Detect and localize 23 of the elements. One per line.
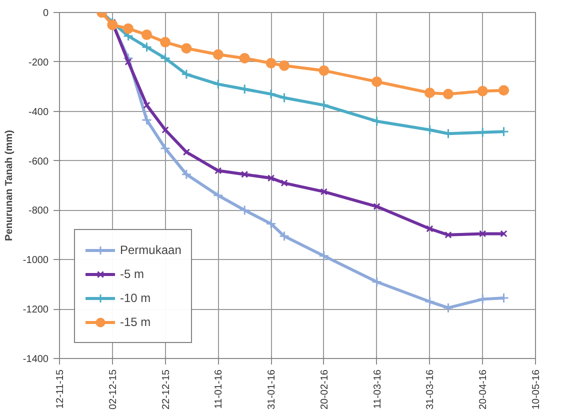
y-tick-label: -1000 xyxy=(22,255,49,266)
x-tick-label: 11-01-16 xyxy=(214,369,225,409)
y-tick-label: -200 xyxy=(28,57,49,68)
x-tick-label: 31-03-16 xyxy=(425,369,436,410)
y-tick-label: 0 xyxy=(42,8,49,19)
x-tick-label: 12-11-15 xyxy=(55,369,66,409)
y-tick-label: -1200 xyxy=(22,304,49,316)
y-tick-label: -600 xyxy=(28,156,49,168)
y-tick-label: -800 xyxy=(28,206,49,217)
x-tick-label: 02-12-15 xyxy=(108,369,119,410)
legend-label: -5 m xyxy=(120,267,144,281)
x-tick-label: 11-03-16 xyxy=(372,369,384,409)
x-tick-label: 20-02-16 xyxy=(319,369,330,410)
y-axis-title: Penurunan Tanah (mm) xyxy=(4,130,15,241)
x-tick-label: 10-05-16 xyxy=(531,369,542,410)
legend-label: -10 m xyxy=(120,291,151,305)
y-tick-label: -400 xyxy=(28,106,49,118)
x-tick-label: 31-01-16 xyxy=(266,369,278,410)
y-tick-label: -1400 xyxy=(22,354,49,365)
x-tick-label: 20-04-16 xyxy=(478,369,490,410)
legend-label: -15 m xyxy=(120,315,151,329)
x-tick-label: 22-12-15 xyxy=(160,369,172,410)
legend-label: Permukaan xyxy=(120,243,182,257)
